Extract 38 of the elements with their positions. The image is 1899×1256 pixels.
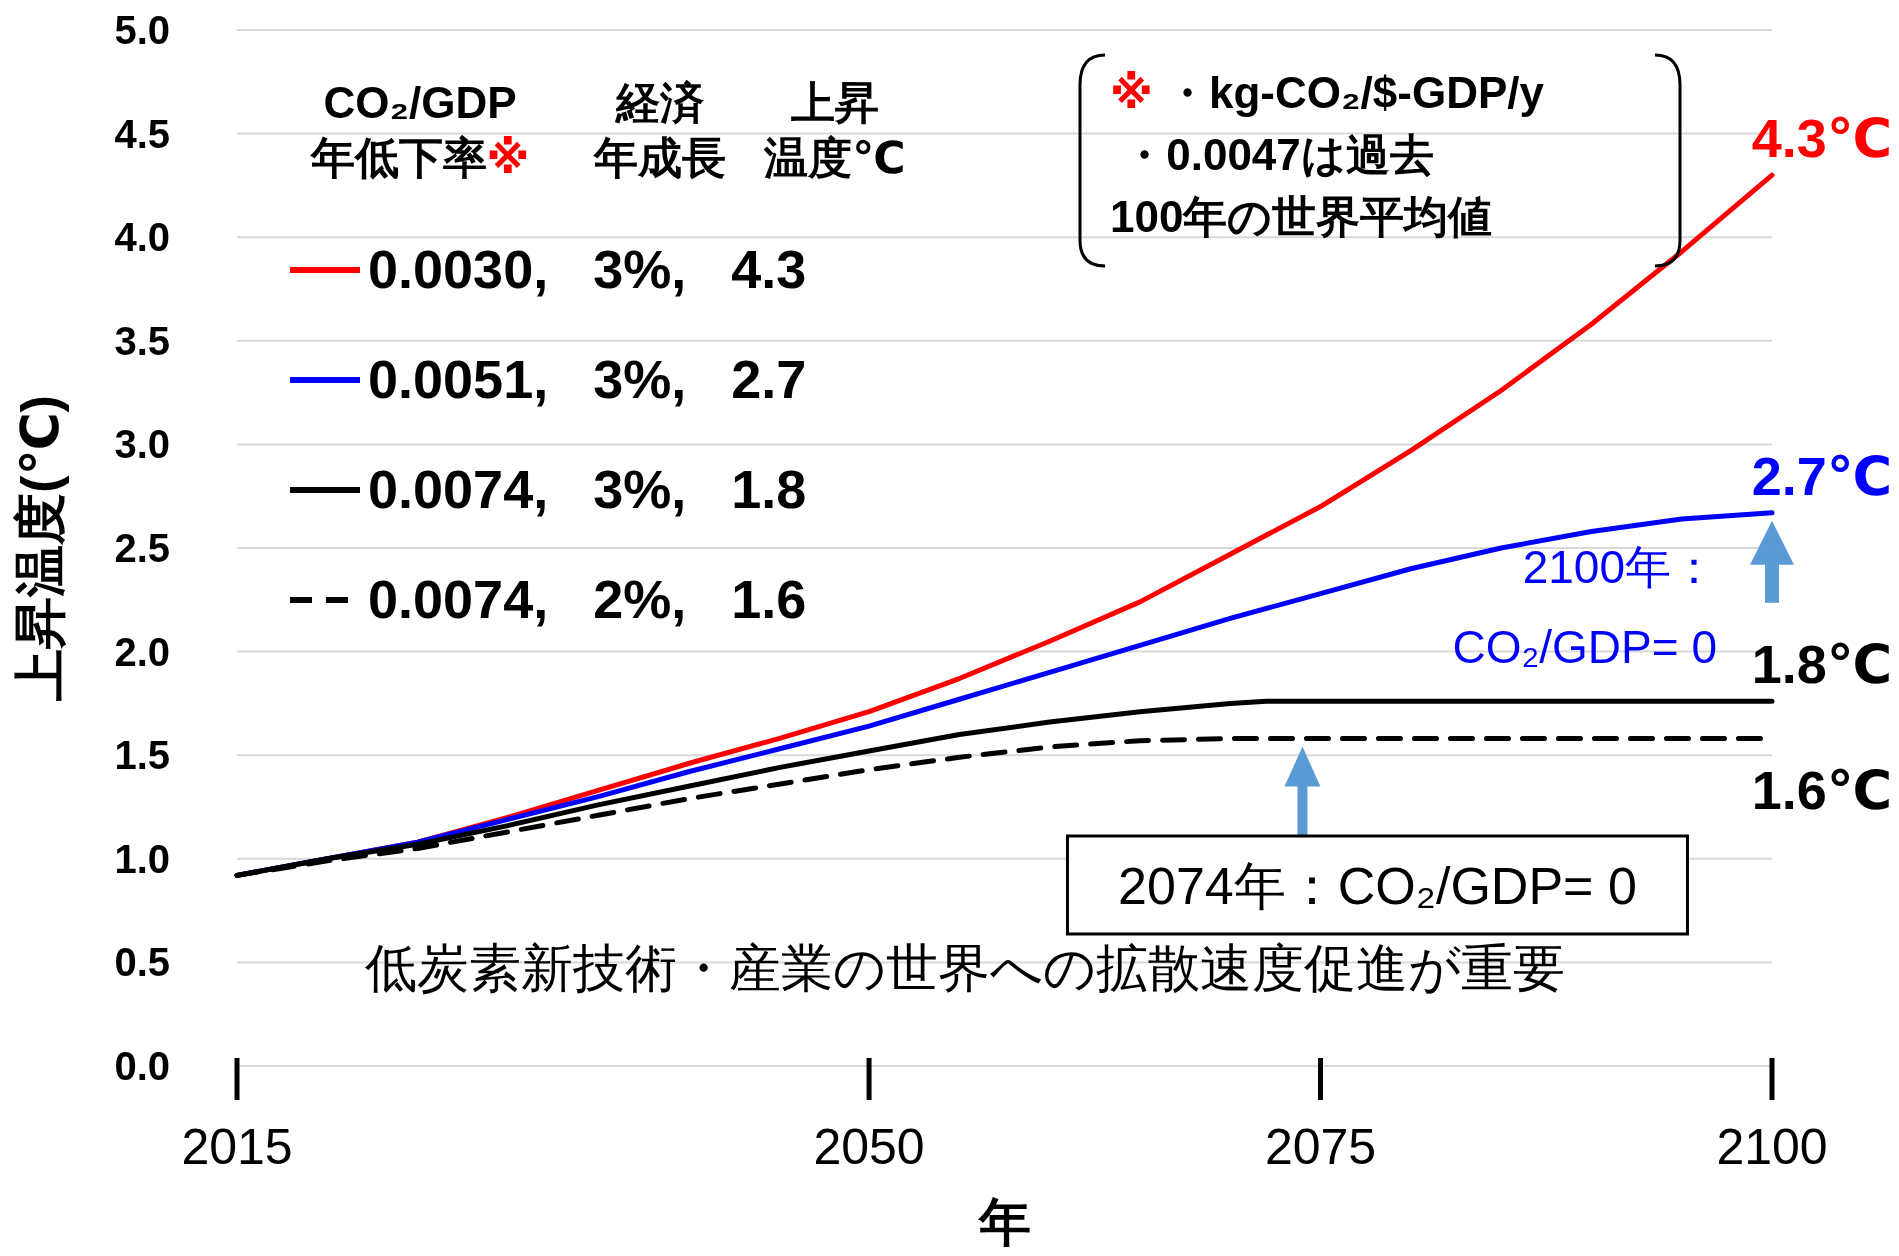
arrow-note: 2100年： bbox=[1522, 540, 1717, 593]
arrow-note: 2074年：CO₂/GDP= 0 bbox=[1118, 857, 1637, 915]
xtick: 2100 bbox=[1716, 1119, 1828, 1175]
arrow-note: CO₂/GDP= 0 bbox=[1452, 620, 1717, 673]
legend-label: 0.0051, 3%, 2.7 bbox=[368, 349, 807, 409]
ytick: 5.0 bbox=[114, 8, 170, 52]
xtick: 2015 bbox=[181, 1119, 293, 1175]
ytick: 4.0 bbox=[114, 215, 170, 260]
note: ※ ・kg-CO₂/$-GDP/y bbox=[1110, 68, 1544, 117]
legend-label: 0.0030, 3%, 4.3 bbox=[368, 239, 807, 299]
legend-label: 0.0074, 2%, 1.6 bbox=[368, 569, 807, 629]
legend-header: 温度℃ bbox=[764, 133, 906, 182]
ytick: 1.5 bbox=[114, 733, 170, 778]
end-label: 1.8℃ bbox=[1751, 634, 1893, 695]
legend-header: 経済 bbox=[616, 78, 704, 127]
end-label: 4.3℃ bbox=[1751, 108, 1893, 169]
ytick: 4.5 bbox=[114, 111, 170, 156]
xlabel: 年 bbox=[978, 1193, 1031, 1251]
ytick: 0.5 bbox=[114, 940, 170, 985]
ytick: 2.0 bbox=[114, 629, 170, 674]
ylabel: 上昇温度(℃) bbox=[11, 395, 69, 701]
end-label: 1.6℃ bbox=[1751, 759, 1893, 820]
legend-header: 年低下率※ bbox=[310, 133, 530, 182]
legend-label: 0.0074, 3%, 1.8 bbox=[368, 459, 807, 519]
end-label: 2.7℃ bbox=[1751, 445, 1893, 506]
legend-header: 年成長 bbox=[594, 133, 726, 182]
ytick: 0.0 bbox=[114, 1044, 170, 1088]
ytick: 2.5 bbox=[114, 526, 170, 570]
note: 100年の世界平均値 bbox=[1110, 192, 1493, 241]
note: 低炭素新技術・産業の世界への拡散速度促進が重要 bbox=[364, 939, 1565, 997]
xtick: 2050 bbox=[813, 1119, 925, 1175]
ytick: 3.0 bbox=[114, 422, 170, 467]
legend-header: 上昇 bbox=[791, 78, 879, 127]
ytick: 3.5 bbox=[114, 318, 170, 363]
ytick: 1.0 bbox=[114, 836, 170, 881]
note: ・0.0047は過去 bbox=[1122, 130, 1434, 179]
xtick: 2075 bbox=[1264, 1119, 1377, 1175]
legend-header: CO₂/GDP bbox=[323, 78, 517, 127]
